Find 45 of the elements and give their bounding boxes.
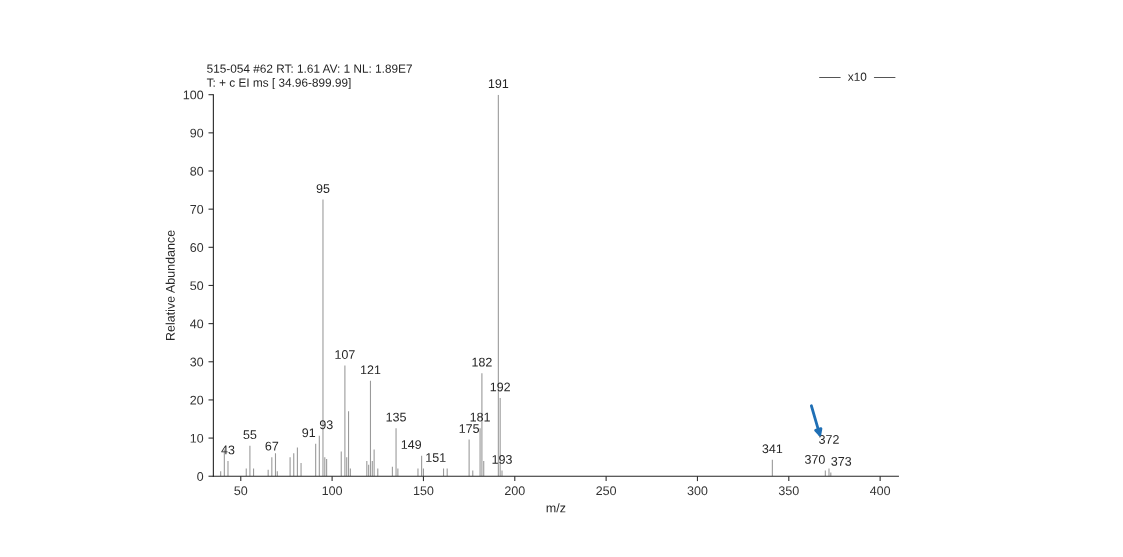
x-tick-label: 150 bbox=[413, 486, 434, 496]
y-tick-label: 70 bbox=[190, 204, 204, 214]
annotation: 151 bbox=[426, 453, 446, 462]
annotation: 107 bbox=[335, 350, 355, 359]
y-tick-label: 100 bbox=[183, 90, 204, 100]
annotation: 149 bbox=[401, 440, 422, 449]
y-tick-label: 40 bbox=[190, 319, 204, 329]
x-tick-label: 250 bbox=[596, 486, 617, 496]
annotation: 370 bbox=[804, 455, 825, 464]
annotation: 121 bbox=[361, 365, 381, 375]
annotation: 191 bbox=[488, 79, 509, 89]
x-axis-title: m/z bbox=[546, 503, 566, 513]
x-tick-label: 50 bbox=[234, 486, 248, 496]
y-tick-label: 0 bbox=[197, 472, 204, 481]
annotation: 91 bbox=[302, 428, 316, 438]
x-tick-label: 300 bbox=[687, 486, 708, 496]
x-tick-label: 350 bbox=[778, 486, 799, 496]
y-axis-title: Relative Abundance bbox=[165, 230, 175, 341]
annotation: 341 bbox=[762, 444, 783, 454]
x-tick-label: 200 bbox=[504, 486, 525, 496]
chart-title: 515-054 #62 RT: 1.61 AV: 1 NL: 1.89E7 bbox=[207, 64, 412, 73]
annotation: 182 bbox=[472, 357, 492, 367]
annotation: 43 bbox=[221, 445, 235, 455]
y-tick-label: 20 bbox=[190, 395, 204, 405]
annotation: 67 bbox=[265, 441, 279, 451]
annotation: 181 bbox=[470, 412, 490, 422]
y-tick-label: 30 bbox=[190, 357, 204, 367]
annotation: 373 bbox=[831, 456, 852, 466]
annotation: 175 bbox=[459, 424, 480, 433]
annotation: 192 bbox=[490, 382, 510, 392]
annotation: 55 bbox=[243, 430, 257, 440]
y-tick-label: 60 bbox=[190, 243, 204, 252]
chart-subtitle: T: + c EI ms [ 34.96-899.99] bbox=[206, 78, 351, 90]
y-tick-label: 80 bbox=[190, 166, 204, 176]
annotation: 372 bbox=[819, 435, 839, 444]
annotation: 93 bbox=[319, 420, 333, 430]
x-tick-label: 100 bbox=[322, 486, 343, 496]
annotation: 95 bbox=[316, 184, 330, 193]
y-tick-label: 50 bbox=[190, 281, 204, 291]
text: x10 bbox=[847, 72, 867, 81]
x-tick-label: 400 bbox=[869, 486, 891, 496]
annotation: 193 bbox=[492, 455, 512, 464]
annotation: 135 bbox=[386, 412, 406, 422]
y-tick-label: 10 bbox=[190, 433, 204, 443]
y-tick-label: 90 bbox=[190, 128, 204, 138]
